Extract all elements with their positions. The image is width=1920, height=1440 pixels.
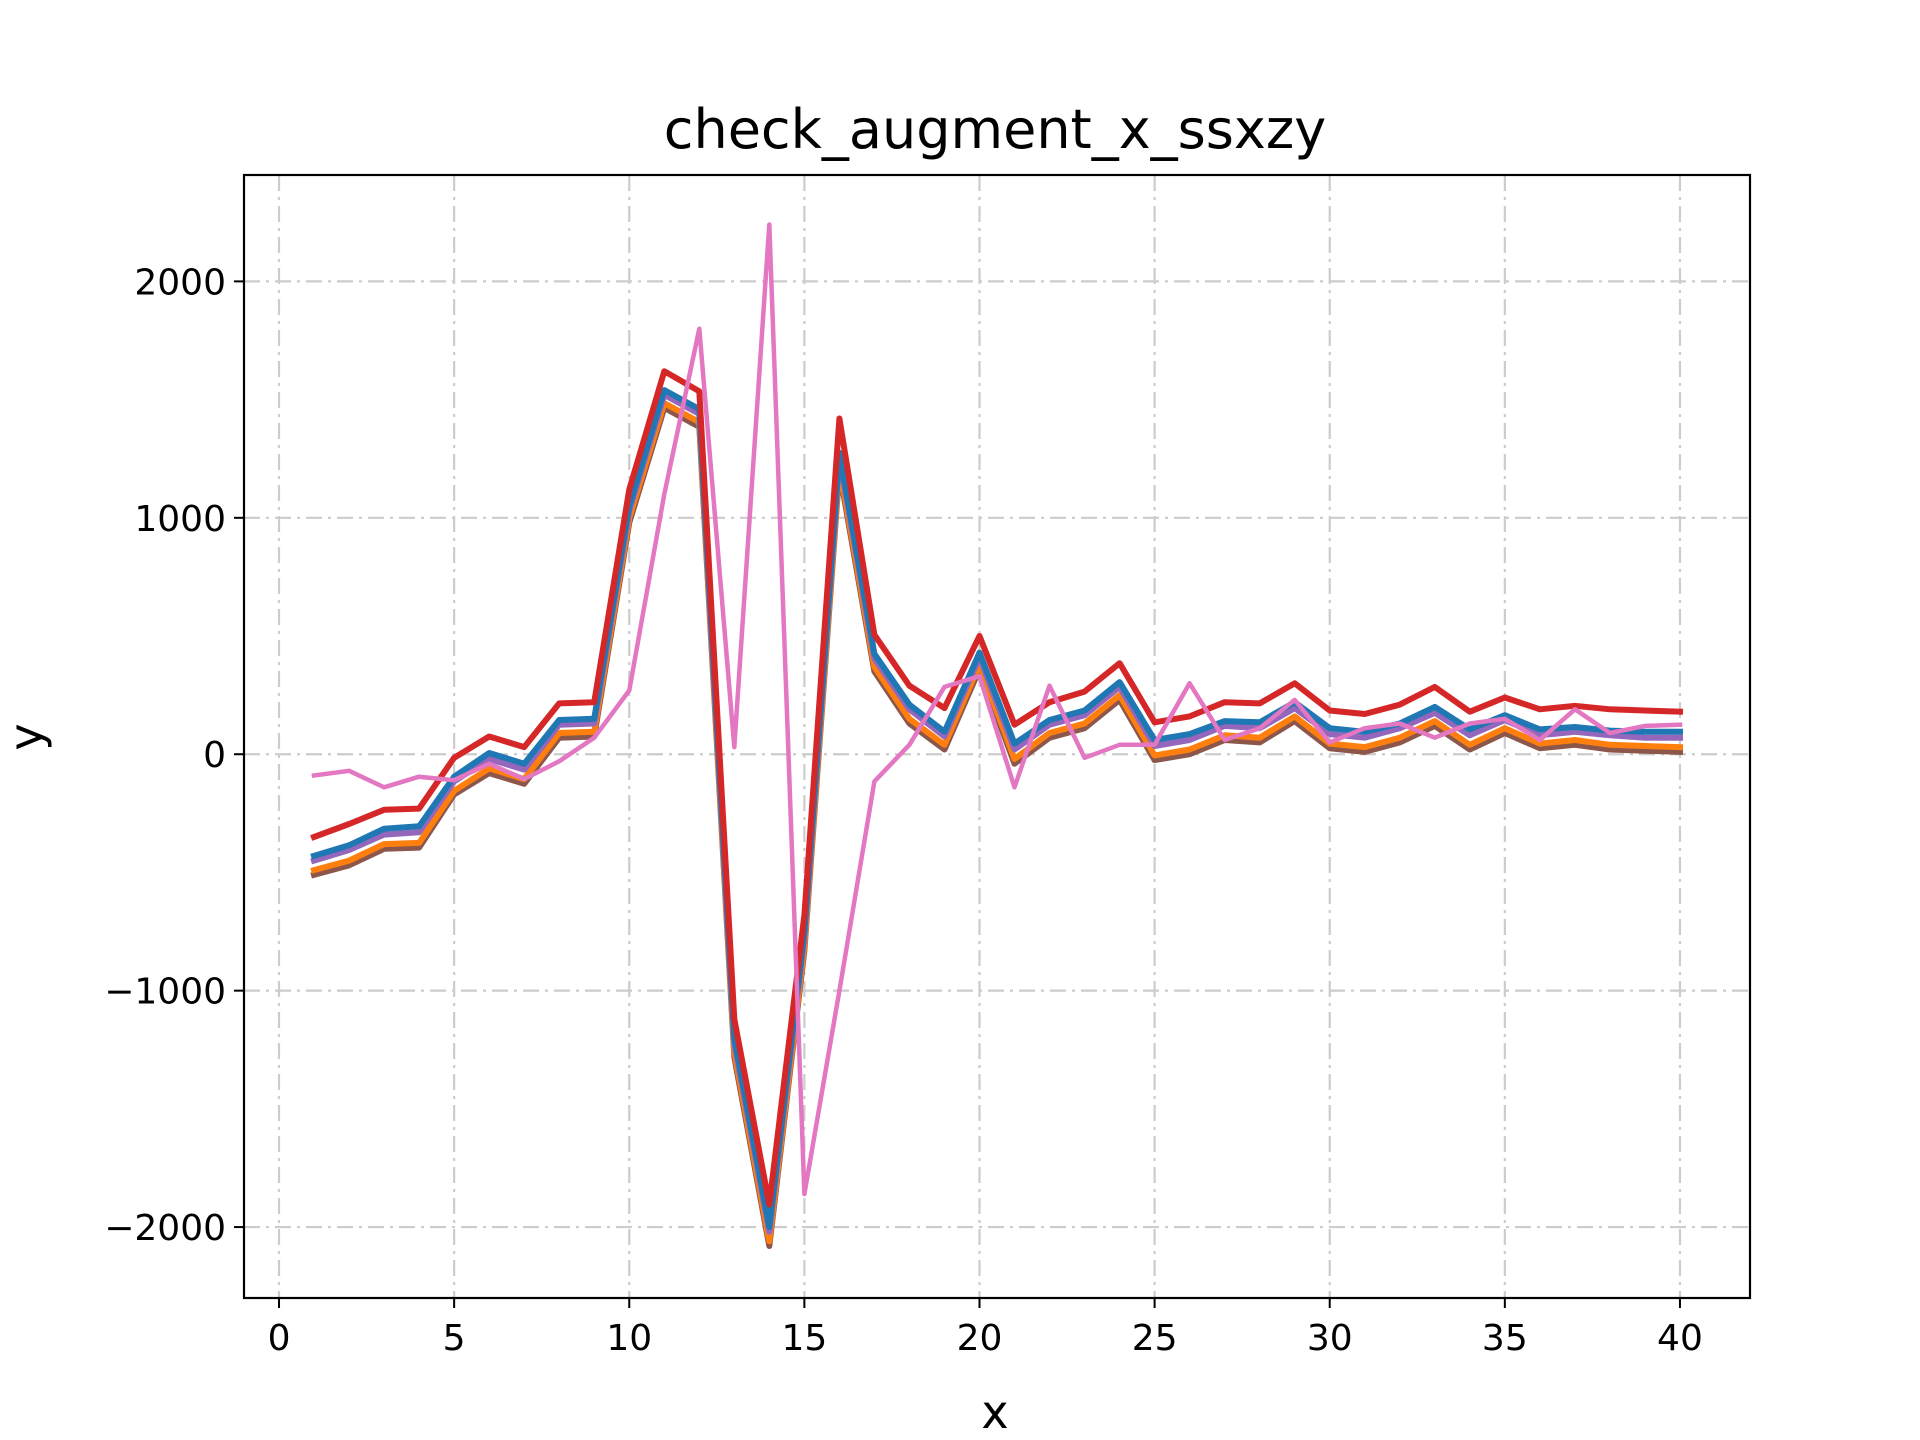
x-tick-label: 40 — [1657, 1318, 1703, 1359]
x-tick-label: 25 — [1132, 1318, 1178, 1359]
x-tick-label: 0 — [268, 1318, 291, 1359]
ticks: 0 5 10 15 20 25 30 35 40 −2000 −1000 0 1000 2000 — [104, 262, 1703, 1359]
x-tick-label: 10 — [606, 1318, 652, 1359]
x-tick-label: 20 — [957, 1318, 1003, 1359]
chart-title: check_augment_x_ssxzy — [664, 98, 1326, 161]
series-line-5 — [310, 368, 1684, 1208]
series-layer — [310, 222, 1684, 1249]
series-line-6 — [311, 222, 1683, 1197]
y-tick-label: −1000 — [104, 972, 226, 1013]
y-tick-label: 2000 — [134, 262, 226, 303]
x-tick-label: 15 — [781, 1318, 827, 1359]
y-tick-label: 0 — [203, 735, 226, 776]
y-tick-label: 1000 — [134, 499, 226, 540]
plot-frame — [242, 173, 1752, 1300]
y-tick-label: −2000 — [104, 1208, 226, 1249]
x-tick-label: 5 — [443, 1318, 466, 1359]
series-line-4 — [310, 387, 1683, 1231]
x-tick-label: 35 — [1482, 1318, 1528, 1359]
grid — [244, 175, 1750, 1298]
y-axis-label: y — [0, 723, 53, 750]
x-axis-label: x — [981, 1385, 1008, 1439]
x-tick-label: 30 — [1307, 1318, 1353, 1359]
